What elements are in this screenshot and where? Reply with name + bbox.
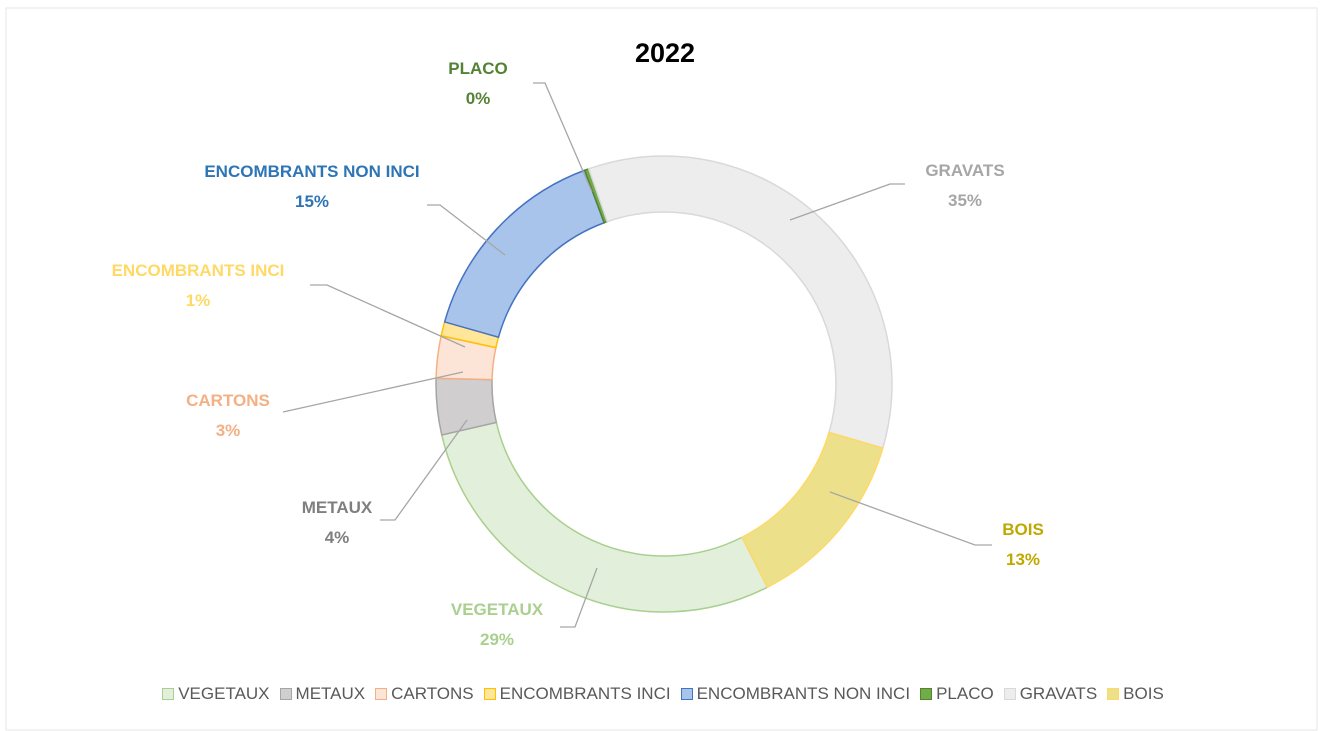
data-label-name: ENCOMBRANTS NON INCI — [204, 162, 420, 181]
legend-swatch — [279, 688, 292, 700]
legend-item: ENCOMBRANTS NON INCI — [680, 684, 911, 704]
chart-frame — [5, 7, 1318, 731]
legend-swatch — [680, 688, 693, 700]
legend: VEGETAUX METAUX CARTONS ENCOMBRANTS INCI ENC… — [0, 684, 1326, 704]
legend-swatch — [375, 688, 388, 700]
data-label-value: 35% — [947, 191, 983, 210]
donut-slice — [587, 155, 893, 450]
legend-label: GRAVATS — [1019, 684, 1098, 703]
leader-line — [789, 183, 905, 221]
legend-item: VEGETAUX — [162, 684, 270, 704]
legend-item: ENCOMBRANTS INCI — [483, 684, 671, 704]
data-label-value: 3% — [215, 421, 241, 440]
data-label-value: 4% — [324, 528, 350, 547]
data-label-value: 29% — [479, 630, 515, 649]
leader-line — [380, 419, 468, 521]
data-label-name: PLACO — [448, 59, 508, 78]
data-label: ENCOMBRANTS INCI 1% — [88, 256, 308, 316]
legend-item: CARTONS — [375, 684, 474, 704]
legend-label: METAUX — [295, 684, 366, 703]
data-label: METAUX 4% — [237, 493, 437, 553]
data-label-name: ENCOMBRANTS INCI — [111, 261, 285, 280]
donut-slice — [443, 169, 606, 339]
legend-swatch — [1003, 688, 1016, 700]
data-label: CARTONS 3% — [128, 386, 328, 446]
legend-label: PLACO — [936, 684, 994, 703]
leader-line — [282, 371, 464, 413]
legend-swatch — [483, 688, 496, 700]
leader-line — [427, 204, 506, 256]
legend-label: CARTONS — [391, 684, 474, 703]
legend-swatch — [920, 688, 933, 700]
legend-label: ENCOMBRANTS INCI — [499, 684, 671, 703]
leader-line — [560, 567, 598, 628]
data-label: VEGETAUX 29% — [397, 595, 597, 655]
legend-label: ENCOMBRANTS NON INCI — [696, 684, 911, 703]
chart-title: 2022 — [634, 38, 696, 68]
legend-item: PLACO — [920, 684, 994, 704]
legend-swatch — [162, 688, 175, 700]
data-label-value: 15% — [294, 192, 330, 211]
leader-line — [310, 284, 466, 348]
data-label: ENCOMBRANTS NON INCI 15% — [197, 157, 427, 217]
data-label: GRAVATS 35% — [865, 156, 1065, 216]
legend-swatch — [1107, 688, 1120, 700]
donut-slice — [741, 431, 884, 589]
data-label: BOIS 13% — [923, 515, 1123, 575]
data-label-value: 0% — [465, 89, 491, 108]
data-label: PLACO 0% — [378, 54, 578, 114]
leader-line — [533, 82, 593, 193]
data-label-value: 1% — [185, 291, 211, 310]
data-label-name: VEGETAUX — [450, 600, 544, 619]
donut-slice — [440, 421, 769, 613]
data-label-name: CARTONS — [186, 391, 270, 410]
legend-item: METAUX — [279, 684, 366, 704]
data-label-name: METAUX — [301, 498, 373, 517]
data-label-name: GRAVATS — [925, 161, 1005, 180]
legend-label: BOIS — [1123, 684, 1164, 703]
leader-line — [829, 491, 992, 546]
legend-item: GRAVATS — [1003, 684, 1098, 704]
data-label-value: 13% — [1005, 550, 1041, 569]
legend-label: VEGETAUX — [178, 684, 270, 703]
data-label-name: BOIS — [1002, 520, 1044, 539]
legend-item: BOIS — [1107, 684, 1164, 704]
